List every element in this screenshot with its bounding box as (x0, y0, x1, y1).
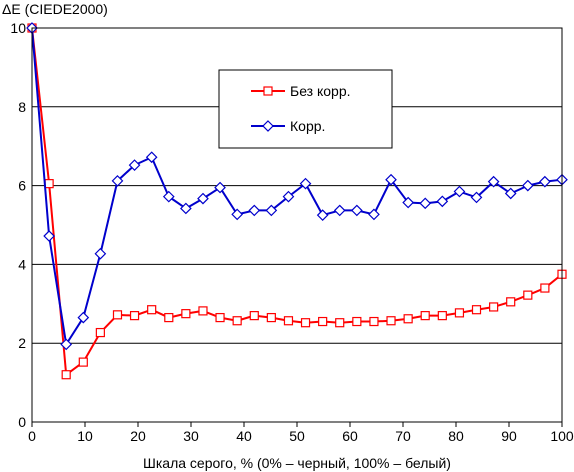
data-point-square (232, 316, 242, 326)
data-point-diamond (350, 204, 363, 217)
x-tick-marks (31, 422, 563, 427)
data-point-diamond (487, 175, 500, 188)
data-point-square (78, 357, 88, 367)
data-point-diamond (162, 190, 175, 203)
data-point-square (129, 311, 140, 321)
data-point-square (523, 290, 533, 300)
plot-border (31, 27, 563, 423)
data-point-diamond (94, 247, 107, 260)
x-tick-label: 20 (130, 428, 146, 444)
data-point-square (266, 312, 276, 323)
data-point-diamond (368, 208, 380, 221)
x-tick-label: 100 (550, 428, 574, 444)
x-tick-label: 70 (395, 428, 411, 444)
data-point-diamond (402, 196, 414, 209)
x-tick-label: 80 (448, 428, 464, 444)
x-tick-label: 30 (183, 428, 199, 444)
y-tick-label: 8 (18, 99, 26, 115)
data-point-square (112, 310, 123, 320)
y-tick-labels: 0 2 4 6 8 10 (10, 20, 26, 430)
data-point-square (249, 311, 259, 321)
legend: Без корр. Корр. (218, 69, 393, 149)
data-point-square (420, 311, 430, 321)
data-point-diamond (248, 204, 261, 217)
data-point-diamond (539, 175, 551, 188)
y-tick-label: 6 (18, 178, 26, 194)
data-point-diamond (453, 185, 466, 198)
data-point-diamond (214, 181, 226, 194)
data-point-square (352, 316, 362, 327)
data-point-diamond (197, 192, 209, 205)
series-korr (26, 22, 568, 351)
x-tick-label: 10 (77, 428, 93, 444)
data-point-square (95, 327, 105, 338)
y-tick-label: 4 (18, 256, 26, 272)
legend-label-bez-korr: Без корр. (290, 83, 351, 99)
data-point-diamond (470, 191, 483, 204)
series-layer (26, 22, 568, 380)
x-tick-label: 60 (342, 428, 358, 444)
y-axis-title: ΔE (CIEDE2000) (2, 1, 108, 17)
data-point-square (147, 305, 157, 315)
y-tick-label: 0 (18, 414, 26, 430)
data-point-square (506, 297, 516, 307)
data-point-diamond (128, 159, 141, 171)
data-point-square (540, 283, 550, 293)
data-point-square (471, 305, 482, 315)
data-point-square (403, 314, 413, 324)
series-bez-korr (27, 23, 567, 380)
data-point-diamond (145, 151, 158, 164)
data-point-diamond (316, 209, 329, 221)
y-tick-label: 10 (10, 20, 26, 36)
data-point-square (215, 312, 225, 323)
data-point-diamond (77, 311, 90, 324)
x-axis-title: Шкала серого, % (0% – черный, 100% – бел… (143, 455, 451, 471)
data-point-diamond (231, 208, 244, 221)
data-point-diamond (419, 197, 432, 210)
x-tick-label: 40 (236, 428, 252, 444)
data-point-diamond (521, 179, 534, 192)
data-point-diamond (282, 190, 295, 203)
data-point-diamond (43, 230, 55, 242)
x-tick-labels: 0 10 20 30 40 50 60 70 80 90 100 (28, 428, 574, 444)
legend-marker-diamond (262, 120, 274, 132)
data-point-square (489, 302, 499, 312)
legend-label-korr: Корр. (290, 118, 325, 134)
data-point-diamond (333, 204, 346, 217)
data-point-square (318, 316, 328, 327)
data-point-square (369, 316, 379, 327)
data-point-square (386, 316, 396, 326)
data-point-square (44, 179, 54, 189)
data-point-diamond (385, 173, 397, 186)
legend-box (218, 69, 393, 149)
y-tick-label: 2 (18, 335, 26, 351)
data-point-diamond (504, 187, 517, 200)
data-point-diamond (436, 195, 449, 208)
data-point-square (335, 318, 345, 328)
data-point-diamond (265, 204, 278, 217)
x-tick-label: 50 (289, 428, 305, 444)
data-point-diamond (180, 202, 192, 215)
data-point-square (181, 309, 191, 319)
legend-marker-square (263, 86, 273, 96)
data-point-square (61, 370, 71, 380)
x-tick-label: 0 (28, 428, 36, 444)
data-point-square (198, 306, 208, 316)
data-point-square (300, 318, 311, 328)
data-point-square (454, 308, 465, 318)
data-point-diamond (111, 175, 124, 187)
data-point-square (283, 316, 294, 326)
data-point-diamond (60, 338, 73, 351)
data-point-square (437, 311, 447, 321)
x-tick-label: 90 (501, 428, 517, 444)
data-point-diamond (299, 177, 312, 190)
data-point-square (164, 312, 174, 323)
